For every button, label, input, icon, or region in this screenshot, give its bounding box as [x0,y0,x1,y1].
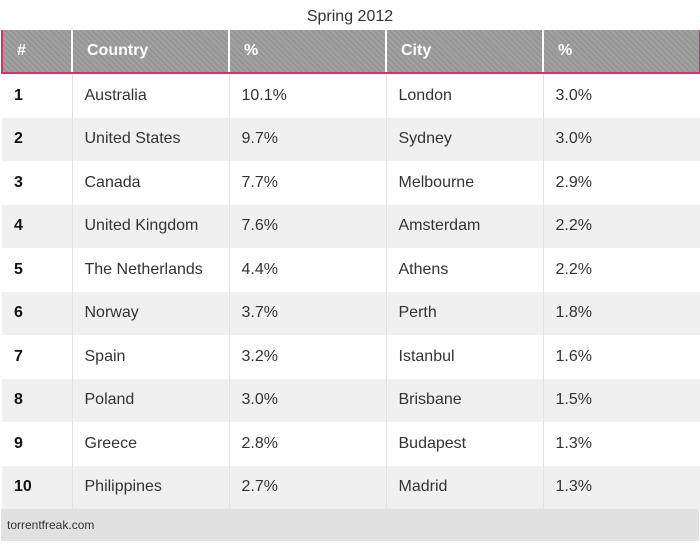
city-cell: Amsterdam [385,204,543,248]
header-city-percent: % [542,30,700,74]
city-cell: Athens [385,248,543,292]
table-row: 7 Spain 3.2% Istanbul 1.6% [2,335,700,379]
rank-cell: 9 [2,422,72,466]
city-percent-cell: 2.2% [542,204,700,248]
country-percent-cell: 7.7% [228,161,386,205]
rank-cell: 6 [2,291,72,335]
rank-cell: 2 [2,117,72,161]
city-cell: Budapest [385,422,543,466]
header-city: City [385,30,543,74]
country-cell: Greece [71,422,229,466]
country-percent-cell: 2.7% [228,465,386,509]
table-row: 1 Australia 10.1% London 3.0% [2,73,700,118]
country-percent-cell: 4.4% [228,248,386,292]
city-cell: Perth [385,291,543,335]
country-percent-cell: 3.7% [228,291,386,335]
city-percent-cell: 1.8% [542,291,700,335]
country-cell: United States [71,117,229,161]
rank-cell: 1 [2,73,72,118]
table-row: 8 Poland 3.0% Brisbane 1.5% [2,378,700,422]
country-cell: Canada [71,161,229,205]
header-country-percent: % [228,30,386,74]
table-row: 3 Canada 7.7% Melbourne 2.9% [2,161,700,205]
country-percent-cell: 3.2% [228,335,386,379]
table-row: 2 United States 9.7% Sydney 3.0% [2,117,700,161]
rank-cell: 4 [2,204,72,248]
rank-cell: 7 [2,335,72,379]
city-percent-cell: 1.3% [542,465,700,509]
country-cell: United Kingdom [71,204,229,248]
country-cell: Poland [71,378,229,422]
country-percent-cell: 9.7% [228,117,386,161]
city-cell: London [385,73,543,118]
country-percent-cell: 3.0% [228,378,386,422]
city-percent-cell: 3.0% [542,117,700,161]
table-row: 10 Philippines 2.7% Madrid 1.3% [2,465,700,509]
rankings-table: # Country % City % 1 Australia 10.1% London… [1,30,700,509]
table-title: Spring 2012 [306,8,394,25]
rank-cell: 5 [2,248,72,292]
city-cell: Brisbane [385,378,543,422]
city-cell: Melbourne [385,161,543,205]
header-row: # Country % City % [1,30,700,74]
city-percent-cell: 2.2% [542,248,700,292]
city-percent-cell: 1.6% [542,335,700,379]
country-cell: Norway [71,291,229,335]
table-row: 9 Greece 2.8% Budapest 1.3% [2,422,700,466]
country-percent-cell: 10.1% [228,73,386,118]
country-percent-cell: 2.8% [228,422,386,466]
table-row: 6 Norway 3.7% Perth 1.8% [2,291,700,335]
city-percent-cell: 1.5% [542,378,700,422]
city-percent-cell: 1.3% [542,422,700,466]
city-percent-cell: 3.0% [542,73,700,118]
table-row: 5 The Netherlands 4.4% Athens 2.2% [2,248,700,292]
country-percent-cell: 7.6% [228,204,386,248]
source-footer: torrentfreak.com [1,509,699,541]
city-cell: Madrid [385,465,543,509]
country-cell: The Netherlands [71,248,229,292]
header-country: Country [71,30,229,74]
rank-cell: 10 [2,465,72,509]
country-cell: Spain [71,335,229,379]
city-percent-cell: 2.9% [542,161,700,205]
table-row: 4 United Kingdom 7.6% Amsterdam 2.2% [2,204,700,248]
country-cell: Australia [71,73,229,118]
header-rank: # [1,30,72,74]
country-cell: Philippines [71,465,229,509]
city-cell: Sydney [385,117,543,161]
rank-cell: 3 [2,161,72,205]
rank-cell: 8 [2,378,72,422]
city-cell: Istanbul [385,335,543,379]
